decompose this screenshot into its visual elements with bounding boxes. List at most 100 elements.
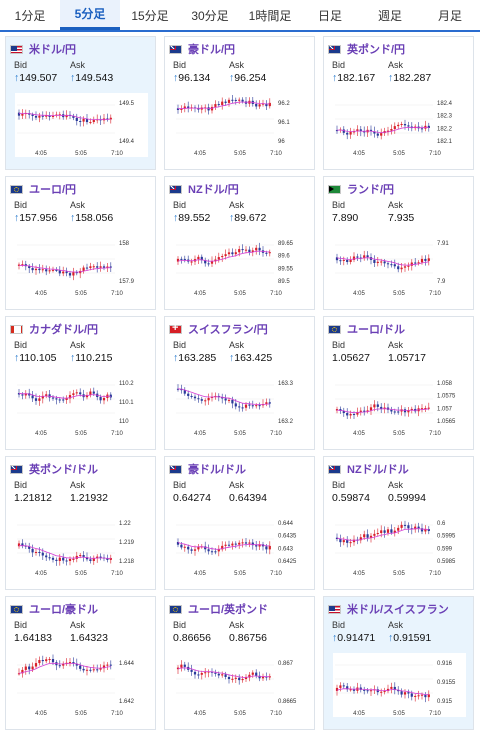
rate-card[interactable]: 英ポンド/ドル Bid Ask 1.21812 1.21932 1.22 1.219 1.21… [5, 456, 156, 590]
pair-title[interactable]: 米ドル/スイスフラン [328, 602, 449, 616]
rate-card[interactable]: ユーロ/円 Bid Ask ↑157.956 ↑158.056 158 157.9 4:05 5… [5, 176, 156, 310]
pair-title[interactable]: カナダドル/円 [10, 322, 98, 336]
tab-7[interactable]: 月足 [437, 8, 462, 23]
candle-body [241, 407, 244, 409]
y-tick-label: 0.6 [437, 521, 446, 527]
ask-price: 163.425 [234, 352, 273, 364]
tab-5[interactable]: 日足 [317, 8, 342, 23]
pair-title[interactable]: 米ドル/円 [10, 42, 76, 56]
candle-body [255, 103, 258, 107]
candle-body [342, 540, 345, 543]
candle-body [109, 117, 112, 120]
x-tick-label: 4:05 [194, 151, 206, 157]
candle-body [200, 399, 203, 401]
moving-average-line [336, 408, 429, 414]
mini-chart[interactable]: 158 157.9 4:05 5:05 7:10 [15, 233, 148, 297]
up-arrow-icon: ↑ [173, 352, 179, 364]
candle-body [58, 557, 61, 561]
candle-body [58, 399, 61, 401]
mini-chart[interactable]: 0.6 0.5995 0.599 0.5985 4:05 5:05 7:10 [333, 513, 466, 577]
mini-chart[interactable]: 7.91 7.9 4:05 5:05 7:10 [333, 233, 466, 297]
tab-1[interactable]: 5分足 [60, 0, 120, 30]
x-tick-label: 5:05 [75, 151, 87, 157]
gb-flag-icon [328, 44, 341, 54]
pair-title[interactable]: + スイスフラン/円 [169, 322, 268, 336]
x-tick-label: 4:05 [353, 291, 365, 297]
mini-chart[interactable]: 110.2 110.1 110 4:05 5:05 7:10 [15, 373, 148, 437]
pair-title[interactable]: ユーロ/円 [10, 182, 76, 196]
tab-4[interactable]: 1時間足 [248, 8, 292, 23]
rate-card[interactable]: + スイスフラン/円 Bid Ask ↑163.285 ↑163.425 163.3 163.… [164, 316, 315, 450]
tab-0[interactable]: 1分足 [14, 8, 46, 23]
candle-body [335, 257, 339, 261]
pair-title[interactable]: 豪ドル/ドル [169, 462, 246, 476]
rate-card[interactable]: 米ドル/円 Bid Ask ↑149.507 ↑149.543 149.5 149.4 4:0… [5, 36, 156, 170]
flag-cross: + [172, 321, 179, 334]
candle-body [221, 545, 224, 550]
candle-body [51, 659, 55, 663]
pair-title[interactable]: 英ポンド/ドル [10, 462, 98, 476]
x-tick-label: 7:10 [111, 291, 123, 297]
za-flag-icon [328, 184, 341, 194]
x-tick-label: 7:10 [270, 431, 282, 437]
pair-title[interactable]: ユーロ/英ポンド [169, 602, 268, 616]
pair-title[interactable]: ユーロ/豪ドル [10, 602, 98, 616]
candle-body [265, 402, 268, 405]
candle-body [109, 266, 112, 268]
pair-title[interactable]: NZドル/円 [169, 182, 239, 196]
rate-card[interactable]: ランド/円 Bid Ask 7.890 7.935 7.91 7.9 4:05 5:05 7:10 [323, 176, 474, 310]
candle-body [342, 259, 345, 261]
ask-value: 7.935 [388, 212, 414, 224]
candle-body [207, 549, 210, 552]
pair-title[interactable]: ランド/円 [328, 182, 394, 196]
pair-title[interactable]: 英ポンド/円 [328, 42, 405, 56]
candle-body [359, 129, 362, 132]
candle-body [376, 533, 379, 535]
y-tick-label: 89.65 [278, 241, 294, 247]
eu-flag-icon [169, 604, 182, 614]
mini-chart[interactable]: 182.4 182.3 182.2 182.1 4:05 5:05 7:10 [333, 93, 466, 157]
mini-chart[interactable]: 163.3 163.2 4:05 5:05 7:10 [174, 373, 307, 437]
candle-body [210, 106, 214, 111]
mini-chart[interactable]: 0.867 0.8665 4:05 5:05 7:10 [174, 653, 307, 717]
candle-body [38, 398, 41, 401]
mini-chart[interactable]: 89.65 89.6 89.55 89.5 4:05 5:05 7:10 [174, 233, 307, 297]
candlestick-chart: 149.5 149.4 4:05 5:05 7:10 [15, 93, 135, 157]
ask-label: Ask [70, 620, 86, 630]
rate-card[interactable]: 英ポンド/円 Bid Ask ↑182.167 ↑182.287 182.4 182.3 18… [323, 36, 474, 170]
mini-chart[interactable]: 1.058 1.0575 1.057 1.0565 4:05 5:05 7:10 [333, 373, 466, 437]
x-tick-label: 4:05 [35, 291, 47, 297]
mini-chart[interactable]: 0.644 0.6435 0.643 0.6425 4:05 5:05 7:10 [174, 513, 307, 577]
pair-title[interactable]: 豪ドル/円 [169, 42, 235, 56]
candle-body [34, 116, 38, 118]
y-tick-label: 7.9 [437, 279, 446, 285]
pair-name: スイスフラン/円 [188, 324, 268, 336]
candle-body [62, 663, 65, 666]
mini-chart[interactable]: 149.5 149.4 4:05 5:05 7:10 [15, 93, 148, 157]
rate-card[interactable]: NZドル/円 Bid Ask ↑89.552 ↑89.672 89.65 89.6 89.55… [164, 176, 315, 310]
rate-card[interactable]: カナダドル/円 Bid Ask ↑110.105 ↑110.215 110.2 110.1 1… [5, 316, 156, 450]
rate-card[interactable]: ユーロ/ドル Bid Ask 1.05627 1.05717 1.058 1.0575 1.0… [323, 316, 474, 450]
tab-6[interactable]: 週足 [377, 8, 402, 23]
rate-card[interactable]: ユーロ/英ポンド Bid Ask 0.86656 0.86756 0.867 0.8665 4… [164, 596, 315, 730]
mini-chart[interactable]: 1.644 1.642 4:05 5:05 7:10 [15, 653, 148, 717]
pair-title[interactable]: ユーロ/ドル [328, 322, 405, 336]
mini-chart[interactable]: 1.22 1.219 1.218 4:05 5:05 7:10 [15, 513, 148, 577]
mini-chart[interactable]: 0.916 0.9155 0.915 4:05 5:05 7:10 [333, 653, 466, 717]
ask-value: 1.21932 [70, 492, 108, 504]
up-arrow-icon: ↑ [332, 632, 338, 644]
candle-body [197, 256, 200, 260]
mini-chart[interactable]: 96.2 96.1 96 4:05 5:05 7:10 [174, 93, 307, 157]
tab-3[interactable]: 30分足 [191, 8, 229, 23]
rate-card[interactable]: ユーロ/豪ドル Bid Ask 1.64183 1.64323 1.644 1.642 4:0… [5, 596, 156, 730]
y-tick-label: 1.218 [119, 559, 135, 565]
rate-card[interactable]: 豪ドル/円 Bid Ask ↑96.134 ↑96.254 96.2 96.1 96 4:05 5… [164, 36, 315, 170]
tab-2[interactable]: 15分足 [131, 8, 169, 23]
candle-body [349, 259, 352, 263]
rate-card[interactable]: NZドル/ドル Bid Ask 0.59874 0.59994 0.6 0.5995 0.59… [323, 456, 474, 590]
pair-title[interactable]: NZドル/ドル [328, 462, 409, 476]
rate-card[interactable]: 米ドル/スイスフラン Bid Ask ↑0.91471 ↑0.91591 0.916 0.9… [323, 596, 474, 730]
rate-card[interactable]: 豪ドル/ドル Bid Ask 0.64274 0.64394 0.644 0.6435 0.6… [164, 456, 315, 590]
candle-body [24, 666, 27, 670]
candle-body [17, 543, 21, 547]
